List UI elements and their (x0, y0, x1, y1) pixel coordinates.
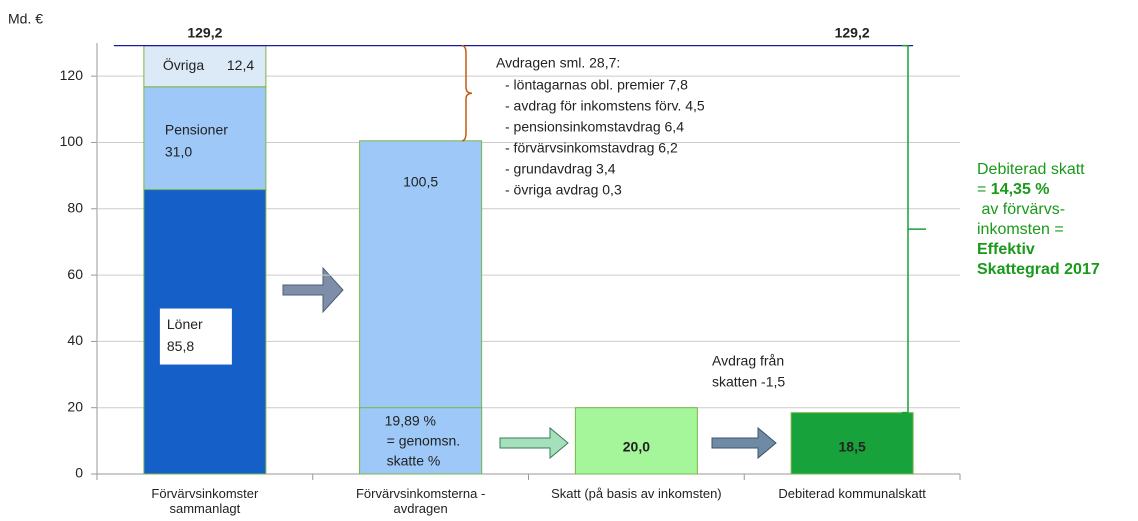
brace (461, 44, 473, 142)
note-line: Effektiv (977, 240, 1137, 260)
y-axis-label: Md. € (8, 11, 43, 27)
value-label: 100,5 (403, 174, 438, 190)
x-tick-label: Förvärvsinkomsterna - avdragen (355, 486, 486, 516)
share-note: skatte % (387, 452, 441, 468)
note-text: Skattegrad 2017 (977, 261, 1100, 278)
note-text: = (977, 181, 991, 198)
label-box (159, 308, 232, 365)
tax-share-box (359, 407, 483, 475)
note-box: Debiterad skatt = 14,35 % av förvärvs-ink… (977, 160, 1137, 280)
x-label-box: Debiterad kommunalskatt (778, 486, 926, 501)
arrow (711, 426, 777, 460)
note-line: av förvärvs- (977, 200, 1137, 220)
bar (143, 45, 267, 88)
effective-note: Debiterad skatt = 14,35 % av förvärvs-ink… (977, 160, 1137, 280)
deductions-title: Avdragen sml. 28,7: (496, 55, 620, 71)
note-text: Debiterad skatt (977, 161, 1085, 178)
note-line: Skattegrad 2017 (977, 260, 1137, 280)
total-label: 129,2 (187, 24, 222, 40)
value-label: 85,8 (167, 338, 194, 354)
note-text: 14,35 % (990, 181, 1050, 198)
deduction-item: - avdrag för inkomstens förv. 4,5 (505, 98, 705, 114)
note-line: inkomsten = (977, 220, 1137, 240)
deduction-item: - förvärvsinkomstavdrag 6,2 (505, 140, 678, 156)
y-tick-label: 40 (67, 332, 83, 348)
value-label: 31,0 (165, 143, 192, 159)
total-label: 129,2 (835, 24, 870, 40)
note-text: Effektiv (977, 241, 1035, 258)
bar (790, 412, 914, 475)
deduction-item: - övriga avdrag 0,3 (505, 182, 622, 198)
x-tick-label: Skatt (på basis av inkomsten) (551, 486, 722, 501)
tax-deduction-note: skatten -1,5 (712, 374, 785, 390)
bar (143, 86, 267, 191)
note-text: av förvärvs- (977, 201, 1066, 218)
arrow (282, 266, 344, 314)
y-tick-label: 0 (75, 465, 83, 481)
y-tick-label: 80 (67, 199, 83, 215)
share-note: = genomsn. (387, 432, 461, 448)
deduction-item: - pensionsinkomstavdrag 6,4 (505, 119, 684, 135)
y-tick-label: 100 (60, 133, 84, 149)
value-label: 12,4 (227, 57, 254, 73)
y-tick-label: 20 (67, 398, 83, 414)
tax-deduction-note: Avdrag från (712, 353, 784, 369)
note-line: Debiterad skatt (977, 160, 1137, 180)
x-tick-label: Debiterad kommunalskatt (778, 486, 926, 501)
value-label: 18,5 (839, 439, 866, 455)
x-label-box: Skatt (på basis av inkomsten) (551, 486, 722, 501)
y-tick-label: 120 (60, 67, 84, 83)
value-label: 20,0 (623, 439, 650, 455)
arrow (499, 426, 569, 460)
note-line: = 14,35 % (977, 180, 1137, 200)
note-text: inkomsten = (977, 221, 1064, 238)
bracket (902, 44, 926, 414)
x-label-box: Förvärvsinkomster sammanlagt (151, 486, 259, 516)
x-label-box: Förvärvsinkomsterna - avdragen (355, 486, 486, 516)
segment-name: Övriga (163, 56, 204, 73)
deduction-item: - grundavdrag 3,4 (505, 161, 616, 177)
deduction-item: - löntagarnas obl. premier 7,8 (505, 77, 688, 93)
segment-name: Löner (167, 316, 203, 332)
share-note: 19,89 % (385, 412, 436, 428)
x-tick-label: Förvärvsinkomster sammanlagt (151, 486, 259, 516)
segment-name: Pensioner (165, 121, 228, 137)
y-tick-label: 60 (67, 266, 83, 282)
bar (574, 407, 698, 475)
